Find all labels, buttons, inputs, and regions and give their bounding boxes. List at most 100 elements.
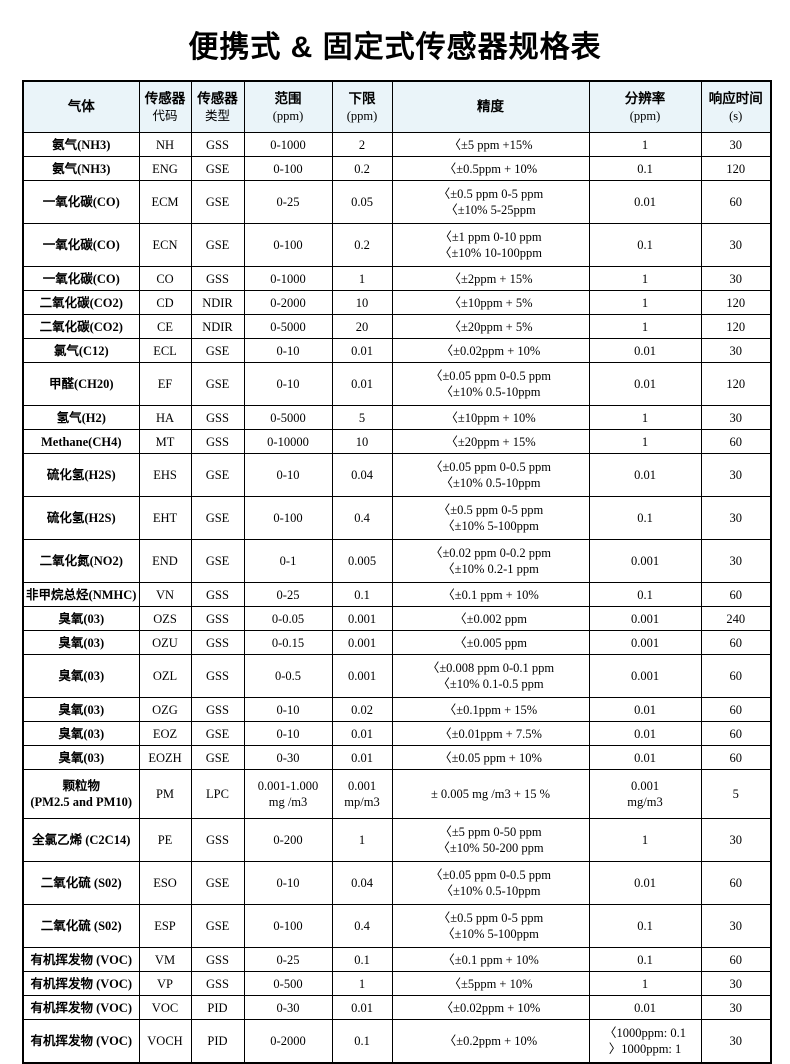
table-row: 氨气(NH3) NH GSS 0-1000 2 〈±5 ppm +15% 1 30: [22, 132, 772, 157]
column-header-gas: 气体: [22, 80, 140, 133]
column-header-unit: 类型: [204, 108, 230, 123]
cell-type: GSS: [190, 971, 245, 996]
cell-accuracy: 〈±0.002 ppm: [391, 606, 590, 631]
cell-line: 1: [358, 833, 366, 847]
cell-resolution: 1: [588, 266, 702, 291]
cell-gas: 一氧化碳(CO): [22, 266, 140, 291]
cell-line: 〈±0.002 ppm: [454, 611, 527, 626]
cell-line: 0-100: [273, 161, 303, 176]
cell-line: 〈±0.008 ppm 0-0.1 ppm: [426, 661, 555, 675]
cell-range: 0-100: [243, 223, 333, 267]
cell-limit: 0.01: [331, 995, 393, 1020]
column-header-type: 传感器 类型: [190, 80, 245, 133]
cell-response: 60: [700, 582, 772, 607]
cell-range: 0-0.5: [243, 654, 333, 698]
cell-line: 0-10: [276, 343, 300, 358]
table-row: 有机挥发物 (VOC) VP GSS 0-500 1 〈±5ppm + 10% 1 30: [22, 971, 772, 996]
cell-line: 〈±0.2ppm + 10%: [443, 1034, 538, 1048]
cell-code: ESP: [138, 904, 192, 948]
cell-accuracy: 〈±0.2ppm + 10%: [391, 1019, 590, 1064]
cell-code: PM: [138, 769, 192, 819]
cell-range: 0-2000: [243, 290, 333, 315]
cell-resolution: 0.01: [588, 338, 702, 363]
cell-accuracy: 〈±2ppm + 15%: [391, 266, 590, 291]
cell-line: 0.1: [637, 238, 653, 252]
cell-line: 〈±10ppm + 10%: [445, 410, 536, 425]
cell-line: 1: [358, 271, 366, 286]
table-row: 氨气(NH3) ENG GSE 0-100 0.2 〈±0.5ppm + 10% 0.1 12…: [22, 156, 772, 181]
cell-range: 0-25: [243, 947, 333, 972]
cell-line: 〈±1 ppm 0-10 ppm: [439, 230, 542, 244]
cell-line: 甲醛(CH20): [48, 377, 114, 391]
cell-line: (PM2.5 and PM10): [30, 795, 133, 809]
cell-line: 1: [358, 976, 366, 991]
cell-response: 30: [700, 132, 772, 157]
cell-gas: 二氧化碳(CO2): [22, 314, 140, 339]
column-header-response: 响应时间 (s): [700, 80, 772, 133]
cell-type: GSS: [190, 582, 245, 607]
cell-range: 0-10: [243, 362, 333, 406]
cell-line: 〈±0.005 ppm: [454, 635, 527, 650]
cell-line: 0.01: [634, 726, 656, 741]
cell-response: 60: [700, 861, 772, 905]
cell-line: 氨气(NH3): [52, 161, 111, 176]
cell-type: GSE: [190, 496, 245, 540]
cell-line: 0.01: [351, 726, 373, 741]
cell-accuracy: 〈±20ppm + 15%: [391, 429, 590, 454]
cell-type: GSS: [190, 697, 245, 722]
cell-line: 0.001: [630, 779, 660, 793]
cell-line: 0-1: [279, 554, 297, 568]
cell-gas: 一氧化碳(CO): [22, 180, 140, 224]
cell-limit: 0.1: [331, 1019, 393, 1064]
cell-line: 0-500: [273, 976, 303, 991]
cell-line: 0.4: [354, 919, 370, 933]
column-header-code: 传感器 代码: [138, 80, 192, 133]
cell-range: 0-10: [243, 861, 333, 905]
cell-gas: 氨气(NH3): [22, 132, 140, 157]
cell-line: 有机挥发物 (VOC): [30, 1034, 132, 1048]
cell-response: 30: [700, 971, 772, 996]
cell-response: 30: [700, 338, 772, 363]
cell-type: GSS: [190, 429, 245, 454]
cell-accuracy: 〈±0.008 ppm 0-0.1 ppm 〈±10% 0.1-0.5 ppm: [391, 654, 590, 698]
cell-limit: 0.04: [331, 861, 393, 905]
cell-resolution: 0.001: [588, 654, 702, 698]
cell-resolution: 0.01: [588, 362, 702, 406]
cell-line: 〈±0.5ppm + 10%: [443, 161, 538, 176]
cell-limit: 0.001 mp/m3: [331, 769, 393, 819]
cell-line: 0-100: [273, 511, 303, 525]
cell-line: 〈±10% 0.5-10ppm: [440, 884, 541, 898]
cell-response: 30: [700, 266, 772, 291]
cell-line: 0-10: [276, 468, 300, 482]
cell-resolution: 0.01: [588, 721, 702, 746]
cell-line: 0-10: [276, 377, 300, 391]
cell-line: 〈±0.02ppm + 10%: [440, 1000, 541, 1015]
cell-type: GSS: [190, 630, 245, 655]
cell-line: 〈±0.5 ppm 0-5 ppm: [437, 503, 544, 517]
cell-limit: 0.1: [331, 947, 393, 972]
cell-line: 一氧化碳(CO): [42, 271, 120, 286]
cell-line: 0.01: [634, 195, 656, 209]
cell-range: 0-2000: [243, 1019, 333, 1064]
cell-response: 5: [700, 769, 772, 819]
cell-type: GSE: [190, 453, 245, 497]
cell-type: PID: [190, 995, 245, 1020]
cell-accuracy: 〈±1 ppm 0-10 ppm 〈±10% 10-100ppm: [391, 223, 590, 267]
cell-limit: 1: [331, 266, 393, 291]
spec-sheet-page: 便携式 & 固定式传感器规格表 气体 传感器 代码 传感器 类型 范围 (ppm) 下限 (pp…: [22, 31, 772, 1064]
cell-code: NH: [138, 132, 192, 157]
column-header-accuracy: 精度: [391, 80, 590, 133]
cell-response: 60: [700, 630, 772, 655]
cell-line: 0.005: [347, 554, 377, 568]
cell-line: 0-0.5: [274, 669, 302, 683]
header-row: 气体 传感器 代码 传感器 类型 范围 (ppm) 下限 (ppm) 精度 分辨率 (ppm) 响应时间…: [22, 80, 772, 133]
cell-response: 30: [700, 453, 772, 497]
table-row: 臭氧(03) EOZ GSE 0-10 0.01 〈±0.01ppm + 7.5% 0.01…: [22, 721, 772, 746]
cell-gas: 臭氧(03): [22, 654, 140, 698]
cell-limit: 2: [331, 132, 393, 157]
cell-accuracy: 〈±0.02 ppm 0-0.2 ppm 〈±10% 0.2-1 ppm: [391, 539, 590, 583]
cell-resolution: 0.001 mg/m3: [588, 769, 702, 819]
cell-response: 30: [700, 405, 772, 430]
cell-response: 60: [700, 947, 772, 972]
cell-line: 0.1: [637, 919, 653, 933]
